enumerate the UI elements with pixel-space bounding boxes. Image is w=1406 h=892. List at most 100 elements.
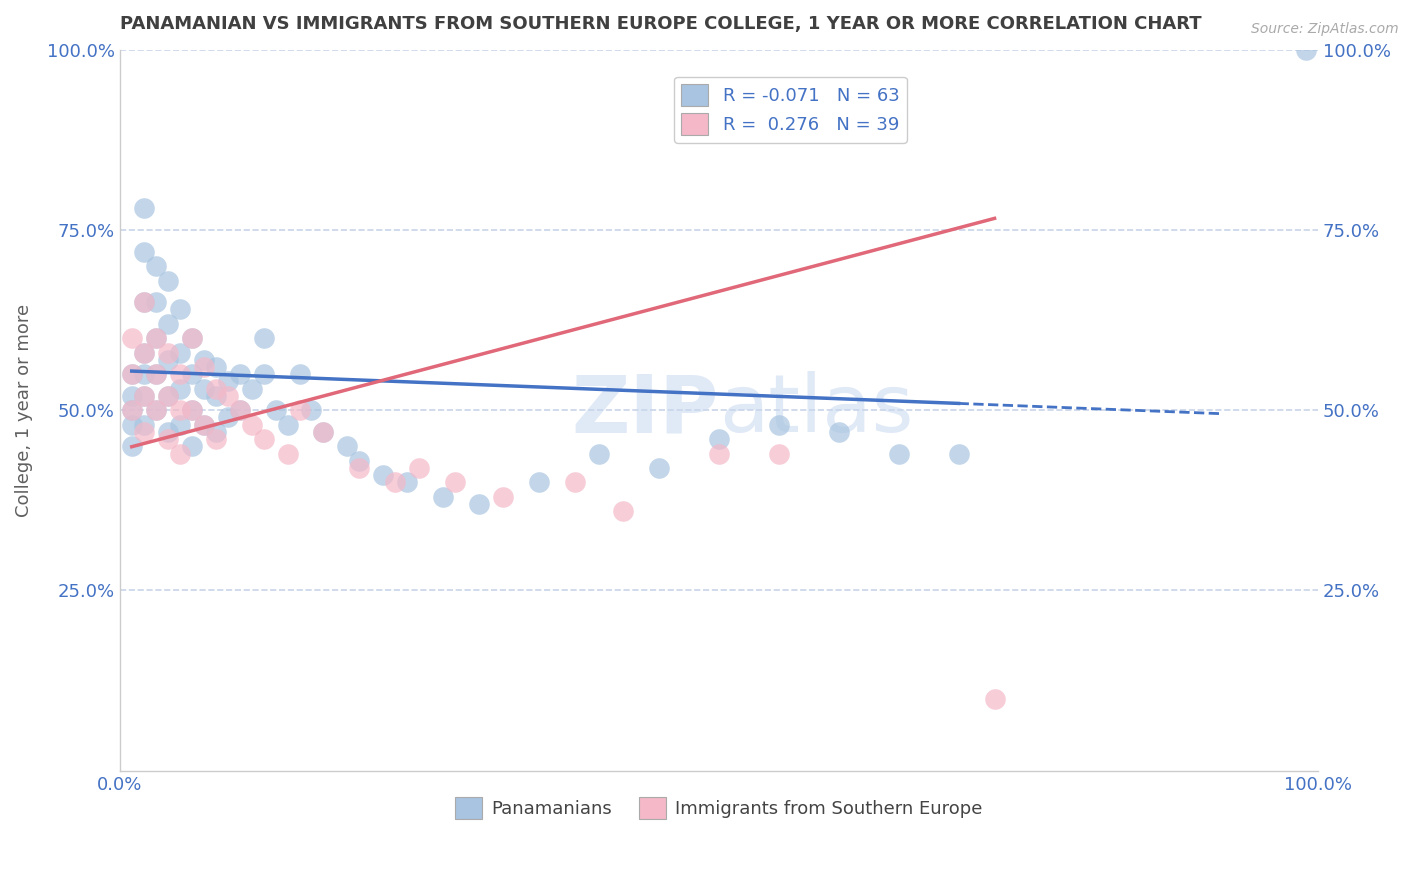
- Point: [169, 345, 191, 359]
- Point: [156, 389, 179, 403]
- Point: [527, 475, 550, 490]
- Point: [180, 331, 202, 345]
- Point: [121, 331, 143, 345]
- Point: [156, 352, 179, 367]
- Point: [228, 403, 250, 417]
- Point: [193, 417, 215, 432]
- Point: [228, 368, 250, 382]
- Point: [132, 295, 155, 310]
- Point: [132, 244, 155, 259]
- Point: [180, 403, 202, 417]
- Point: [217, 410, 239, 425]
- Point: [444, 475, 467, 490]
- Point: [132, 345, 155, 359]
- Point: [312, 425, 335, 439]
- Text: Source: ZipAtlas.com: Source: ZipAtlas.com: [1251, 22, 1399, 37]
- Point: [145, 295, 167, 310]
- Point: [204, 389, 226, 403]
- Point: [156, 425, 179, 439]
- Point: [145, 403, 167, 417]
- Point: [193, 359, 215, 374]
- Point: [193, 417, 215, 432]
- Point: [145, 259, 167, 273]
- Point: [983, 691, 1005, 706]
- Point: [396, 475, 419, 490]
- Point: [121, 368, 143, 382]
- Point: [252, 368, 274, 382]
- Text: atlas: atlas: [718, 371, 914, 450]
- Point: [264, 403, 287, 417]
- Point: [336, 439, 359, 453]
- Point: [193, 382, 215, 396]
- Point: [132, 202, 155, 216]
- Point: [132, 389, 155, 403]
- Point: [204, 432, 226, 446]
- Legend: Panamanians, Immigrants from Southern Europe: Panamanians, Immigrants from Southern Eu…: [449, 790, 990, 827]
- Point: [145, 368, 167, 382]
- Point: [312, 425, 335, 439]
- Point: [276, 417, 298, 432]
- Point: [132, 345, 155, 359]
- Point: [252, 432, 274, 446]
- Point: [156, 345, 179, 359]
- Point: [492, 490, 515, 504]
- Point: [156, 389, 179, 403]
- Point: [408, 461, 430, 475]
- Point: [156, 273, 179, 287]
- Point: [145, 403, 167, 417]
- Y-axis label: College, 1 year or more: College, 1 year or more: [15, 303, 32, 516]
- Point: [768, 417, 790, 432]
- Point: [156, 317, 179, 331]
- Point: [648, 461, 671, 475]
- Point: [707, 432, 730, 446]
- Point: [180, 368, 202, 382]
- Point: [121, 439, 143, 453]
- Text: ZIP: ZIP: [572, 371, 718, 450]
- Point: [204, 382, 226, 396]
- Point: [180, 403, 202, 417]
- Point: [288, 403, 311, 417]
- Point: [707, 446, 730, 460]
- Point: [240, 382, 263, 396]
- Point: [432, 490, 454, 504]
- Point: [828, 425, 851, 439]
- Point: [156, 432, 179, 446]
- Point: [276, 446, 298, 460]
- Point: [612, 504, 634, 518]
- Point: [204, 425, 226, 439]
- Point: [373, 468, 395, 483]
- Point: [588, 446, 610, 460]
- Point: [169, 368, 191, 382]
- Point: [169, 446, 191, 460]
- Point: [204, 359, 226, 374]
- Point: [121, 389, 143, 403]
- Point: [948, 446, 970, 460]
- Point: [132, 425, 155, 439]
- Point: [468, 497, 491, 511]
- Point: [193, 352, 215, 367]
- Point: [145, 368, 167, 382]
- Point: [217, 389, 239, 403]
- Point: [121, 403, 143, 417]
- Point: [349, 454, 371, 468]
- Point: [1295, 43, 1317, 57]
- Point: [145, 331, 167, 345]
- Point: [564, 475, 586, 490]
- Text: PANAMANIAN VS IMMIGRANTS FROM SOUTHERN EUROPE COLLEGE, 1 YEAR OR MORE CORRELATIO: PANAMANIAN VS IMMIGRANTS FROM SOUTHERN E…: [120, 15, 1201, 33]
- Point: [145, 331, 167, 345]
- Point: [169, 417, 191, 432]
- Point: [132, 389, 155, 403]
- Point: [169, 382, 191, 396]
- Point: [252, 331, 274, 345]
- Point: [887, 446, 910, 460]
- Point: [228, 403, 250, 417]
- Point: [121, 417, 143, 432]
- Point: [301, 403, 323, 417]
- Point: [384, 475, 406, 490]
- Point: [349, 461, 371, 475]
- Point: [768, 446, 790, 460]
- Point: [121, 368, 143, 382]
- Point: [180, 439, 202, 453]
- Point: [217, 375, 239, 389]
- Point: [121, 403, 143, 417]
